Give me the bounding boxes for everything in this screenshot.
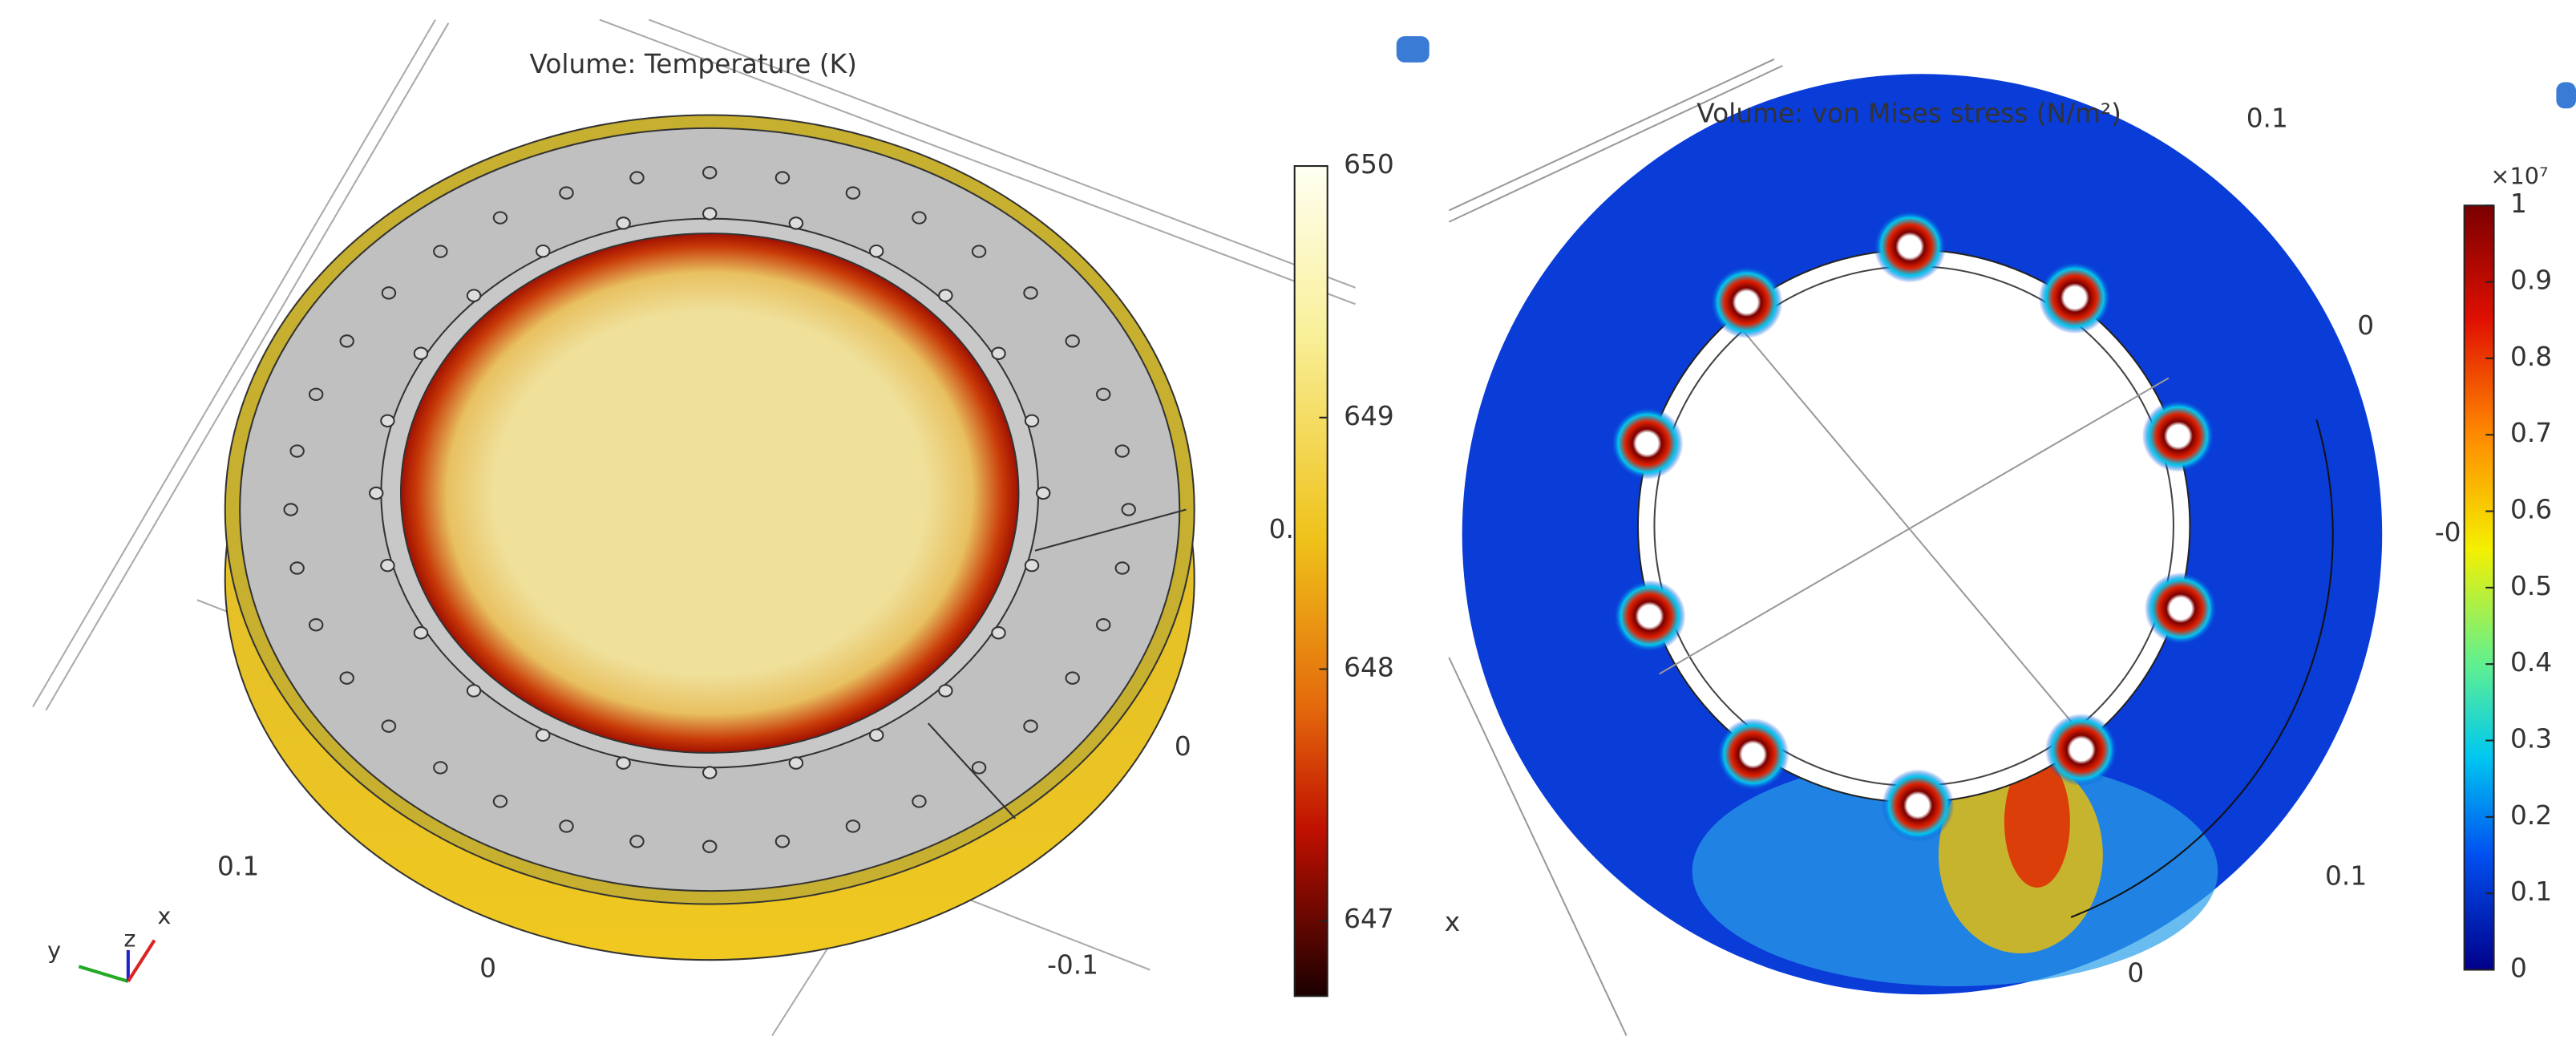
colorbar-tick-label: 0.4 bbox=[2510, 647, 2552, 678]
hole bbox=[617, 217, 629, 229]
hole bbox=[703, 767, 716, 778]
axis-label: 0 bbox=[2357, 310, 2374, 341]
hole bbox=[467, 289, 480, 301]
hotspot bbox=[1613, 580, 1685, 652]
hole bbox=[870, 730, 883, 741]
hole bbox=[536, 730, 549, 741]
axis-label: 0 bbox=[1175, 731, 1191, 762]
hole bbox=[370, 488, 382, 499]
hole bbox=[617, 757, 629, 768]
colorbar-tick-label: 0 bbox=[2510, 953, 2527, 983]
axis-label: 0 bbox=[479, 953, 496, 983]
axis-triad bbox=[79, 941, 154, 981]
hole bbox=[536, 245, 549, 257]
axis-label: -0.1 bbox=[1047, 949, 1098, 980]
hole bbox=[1025, 415, 1038, 427]
hole bbox=[870, 245, 883, 257]
axis-label: 0.1 bbox=[2246, 103, 2288, 134]
colorbar-tick-label: 0.2 bbox=[2510, 800, 2552, 831]
axis-label: x bbox=[1445, 907, 1460, 937]
hotspot bbox=[2039, 261, 2111, 334]
colorbar-tick-label: 648 bbox=[1344, 652, 1394, 682]
triad-label: z bbox=[123, 925, 135, 953]
hole bbox=[381, 415, 394, 427]
hotspot bbox=[2045, 714, 2117, 786]
axis-label: 0.1 bbox=[217, 851, 259, 881]
axis-label: 0. bbox=[1269, 514, 1294, 544]
right-view bbox=[1449, 59, 2382, 1036]
colorbar-tick-label: 0.1 bbox=[2510, 876, 2552, 907]
hole bbox=[939, 685, 952, 696]
view-button[interactable] bbox=[2556, 83, 2576, 109]
temperature-colorbar bbox=[1295, 166, 1328, 996]
colorbar-tick-label: 650 bbox=[1344, 149, 1394, 180]
colorbar-tick-label: 0.6 bbox=[2510, 495, 2552, 525]
colorbar-tick-label: 0.3 bbox=[2510, 724, 2552, 755]
hole bbox=[992, 348, 1005, 359]
hotspot bbox=[2142, 400, 2214, 472]
hotspot bbox=[1710, 266, 1782, 338]
hole bbox=[992, 627, 1005, 638]
hotspot bbox=[2145, 573, 2217, 645]
view-button[interactable] bbox=[1397, 36, 1430, 63]
axis-label: 0.1 bbox=[2325, 861, 2367, 892]
triad-label: y bbox=[47, 937, 61, 964]
hole bbox=[703, 208, 716, 219]
hole bbox=[1037, 488, 1049, 499]
triad-label: x bbox=[157, 902, 171, 929]
colorbar-multiplier: ×10⁷ bbox=[2490, 162, 2548, 189]
left-view bbox=[33, 20, 1356, 1036]
hole bbox=[1025, 560, 1038, 571]
colorbar-tick-label: 647 bbox=[1344, 904, 1394, 934]
hole bbox=[467, 685, 480, 696]
hotspot bbox=[1882, 769, 1954, 841]
axis-label: 0 bbox=[2127, 958, 2144, 989]
screenshot: Volume: Temperature (K) Volume: von Mise… bbox=[0, 0, 2576, 1052]
page: {"panels": [ {"title": "Volume: Temperat… bbox=[0, 0, 2576, 1052]
hole bbox=[381, 560, 394, 571]
hole bbox=[415, 348, 427, 359]
colorbar-tick-label: 649 bbox=[1344, 401, 1394, 431]
colorbar-tick-label: 0.5 bbox=[2510, 571, 2552, 601]
panel-title: Volume: Temperature (K) bbox=[530, 49, 857, 79]
colorbar-tick-label: 1 bbox=[2510, 188, 2527, 219]
hole bbox=[790, 757, 803, 768]
hotspot bbox=[1874, 210, 1946, 282]
hotspot bbox=[1611, 407, 1683, 479]
axis-label: -0 bbox=[2435, 517, 2461, 548]
colorbar-tick-label: 0.8 bbox=[2510, 342, 2552, 372]
panel-title: Volume: von Mises stress (N/m²) bbox=[1696, 98, 2121, 128]
hotspot bbox=[1717, 718, 1789, 791]
colorbar-tick-label: 0.9 bbox=[2510, 265, 2552, 296]
hole bbox=[790, 217, 803, 229]
colorbar-tick-label: 0.7 bbox=[2510, 418, 2552, 448]
hole bbox=[415, 627, 427, 638]
hole bbox=[939, 289, 952, 301]
